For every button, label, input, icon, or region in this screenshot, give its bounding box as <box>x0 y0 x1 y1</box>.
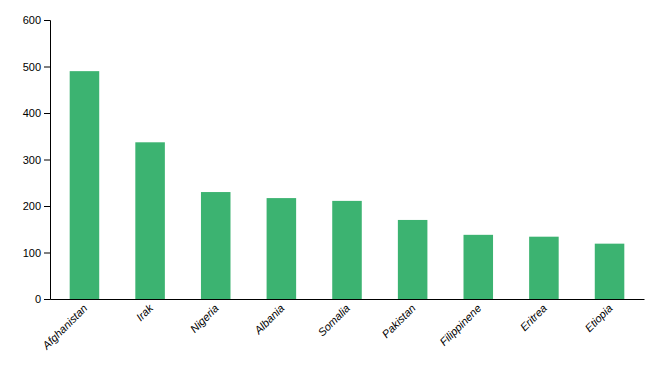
axis-line <box>44 21 51 300</box>
chart-container: 0 100 200 300 400 500 600 Afghanistan Irak Nigeri… <box>0 0 664 384</box>
bar <box>201 192 231 299</box>
tick-mark <box>44 20 50 21</box>
tick-label: Pakistan <box>379 302 417 340</box>
bar <box>595 244 625 299</box>
tick-label: Afghanistan <box>39 302 89 352</box>
x-axis: Afghanistan Irak Nigeria Albania Somalia Paki… <box>39 300 644 353</box>
bar <box>398 220 428 299</box>
tick-label: 100 <box>23 247 41 259</box>
tick: 400 <box>23 107 50 119</box>
tick: 600 <box>23 14 50 26</box>
axis-line <box>51 299 645 300</box>
bar <box>70 71 100 299</box>
tick-label: 0 <box>35 293 41 305</box>
tick: Albania <box>251 302 286 337</box>
tick-label: Irak <box>134 301 156 323</box>
tick-label: 200 <box>23 200 41 212</box>
tick-label: 500 <box>23 61 41 73</box>
tick-label: Albania <box>251 302 286 337</box>
tick-label: Etiopia <box>582 302 614 334</box>
tick: Irak <box>134 301 156 323</box>
tick: Pakistan <box>379 302 417 340</box>
tick-mark <box>44 206 50 207</box>
tick: 300 <box>23 154 50 166</box>
tick-label: Filippinene <box>437 302 483 348</box>
bar <box>267 198 297 299</box>
tick: Etiopia <box>582 302 614 334</box>
bars <box>70 71 625 299</box>
bar <box>464 235 494 299</box>
plot-area: 0 100 200 300 400 500 600 Afghanistan Irak Nigeri… <box>23 14 645 352</box>
tick: 0 <box>35 293 50 305</box>
tick-mark <box>44 160 50 161</box>
tick-label: 400 <box>23 107 41 119</box>
tick-mark <box>44 113 50 114</box>
tick: 100 <box>23 247 50 259</box>
tick-mark <box>44 299 50 300</box>
bar <box>332 201 362 299</box>
bar <box>135 142 165 299</box>
tick: Filippinene <box>437 302 483 348</box>
y-axis: 0 100 200 300 400 500 600 <box>23 14 51 305</box>
chart-svg: 0 100 200 300 400 500 600 Afghanistan Irak Nigeri… <box>0 0 664 384</box>
tick-mark <box>44 253 50 254</box>
tick-label: 300 <box>23 154 41 166</box>
tick: 200 <box>23 200 50 212</box>
tick-mark <box>44 67 50 68</box>
tick-label: 600 <box>23 14 41 26</box>
tick-label: Somalia <box>315 302 352 339</box>
tick: Eritrea <box>518 302 549 333</box>
tick: Afghanistan <box>39 302 89 352</box>
tick-label: Eritrea <box>518 302 549 333</box>
tick: Nigeria <box>188 302 221 335</box>
bar <box>529 237 559 299</box>
tick: 500 <box>23 61 50 73</box>
tick-label: Nigeria <box>188 302 221 335</box>
tick: Somalia <box>315 302 352 339</box>
